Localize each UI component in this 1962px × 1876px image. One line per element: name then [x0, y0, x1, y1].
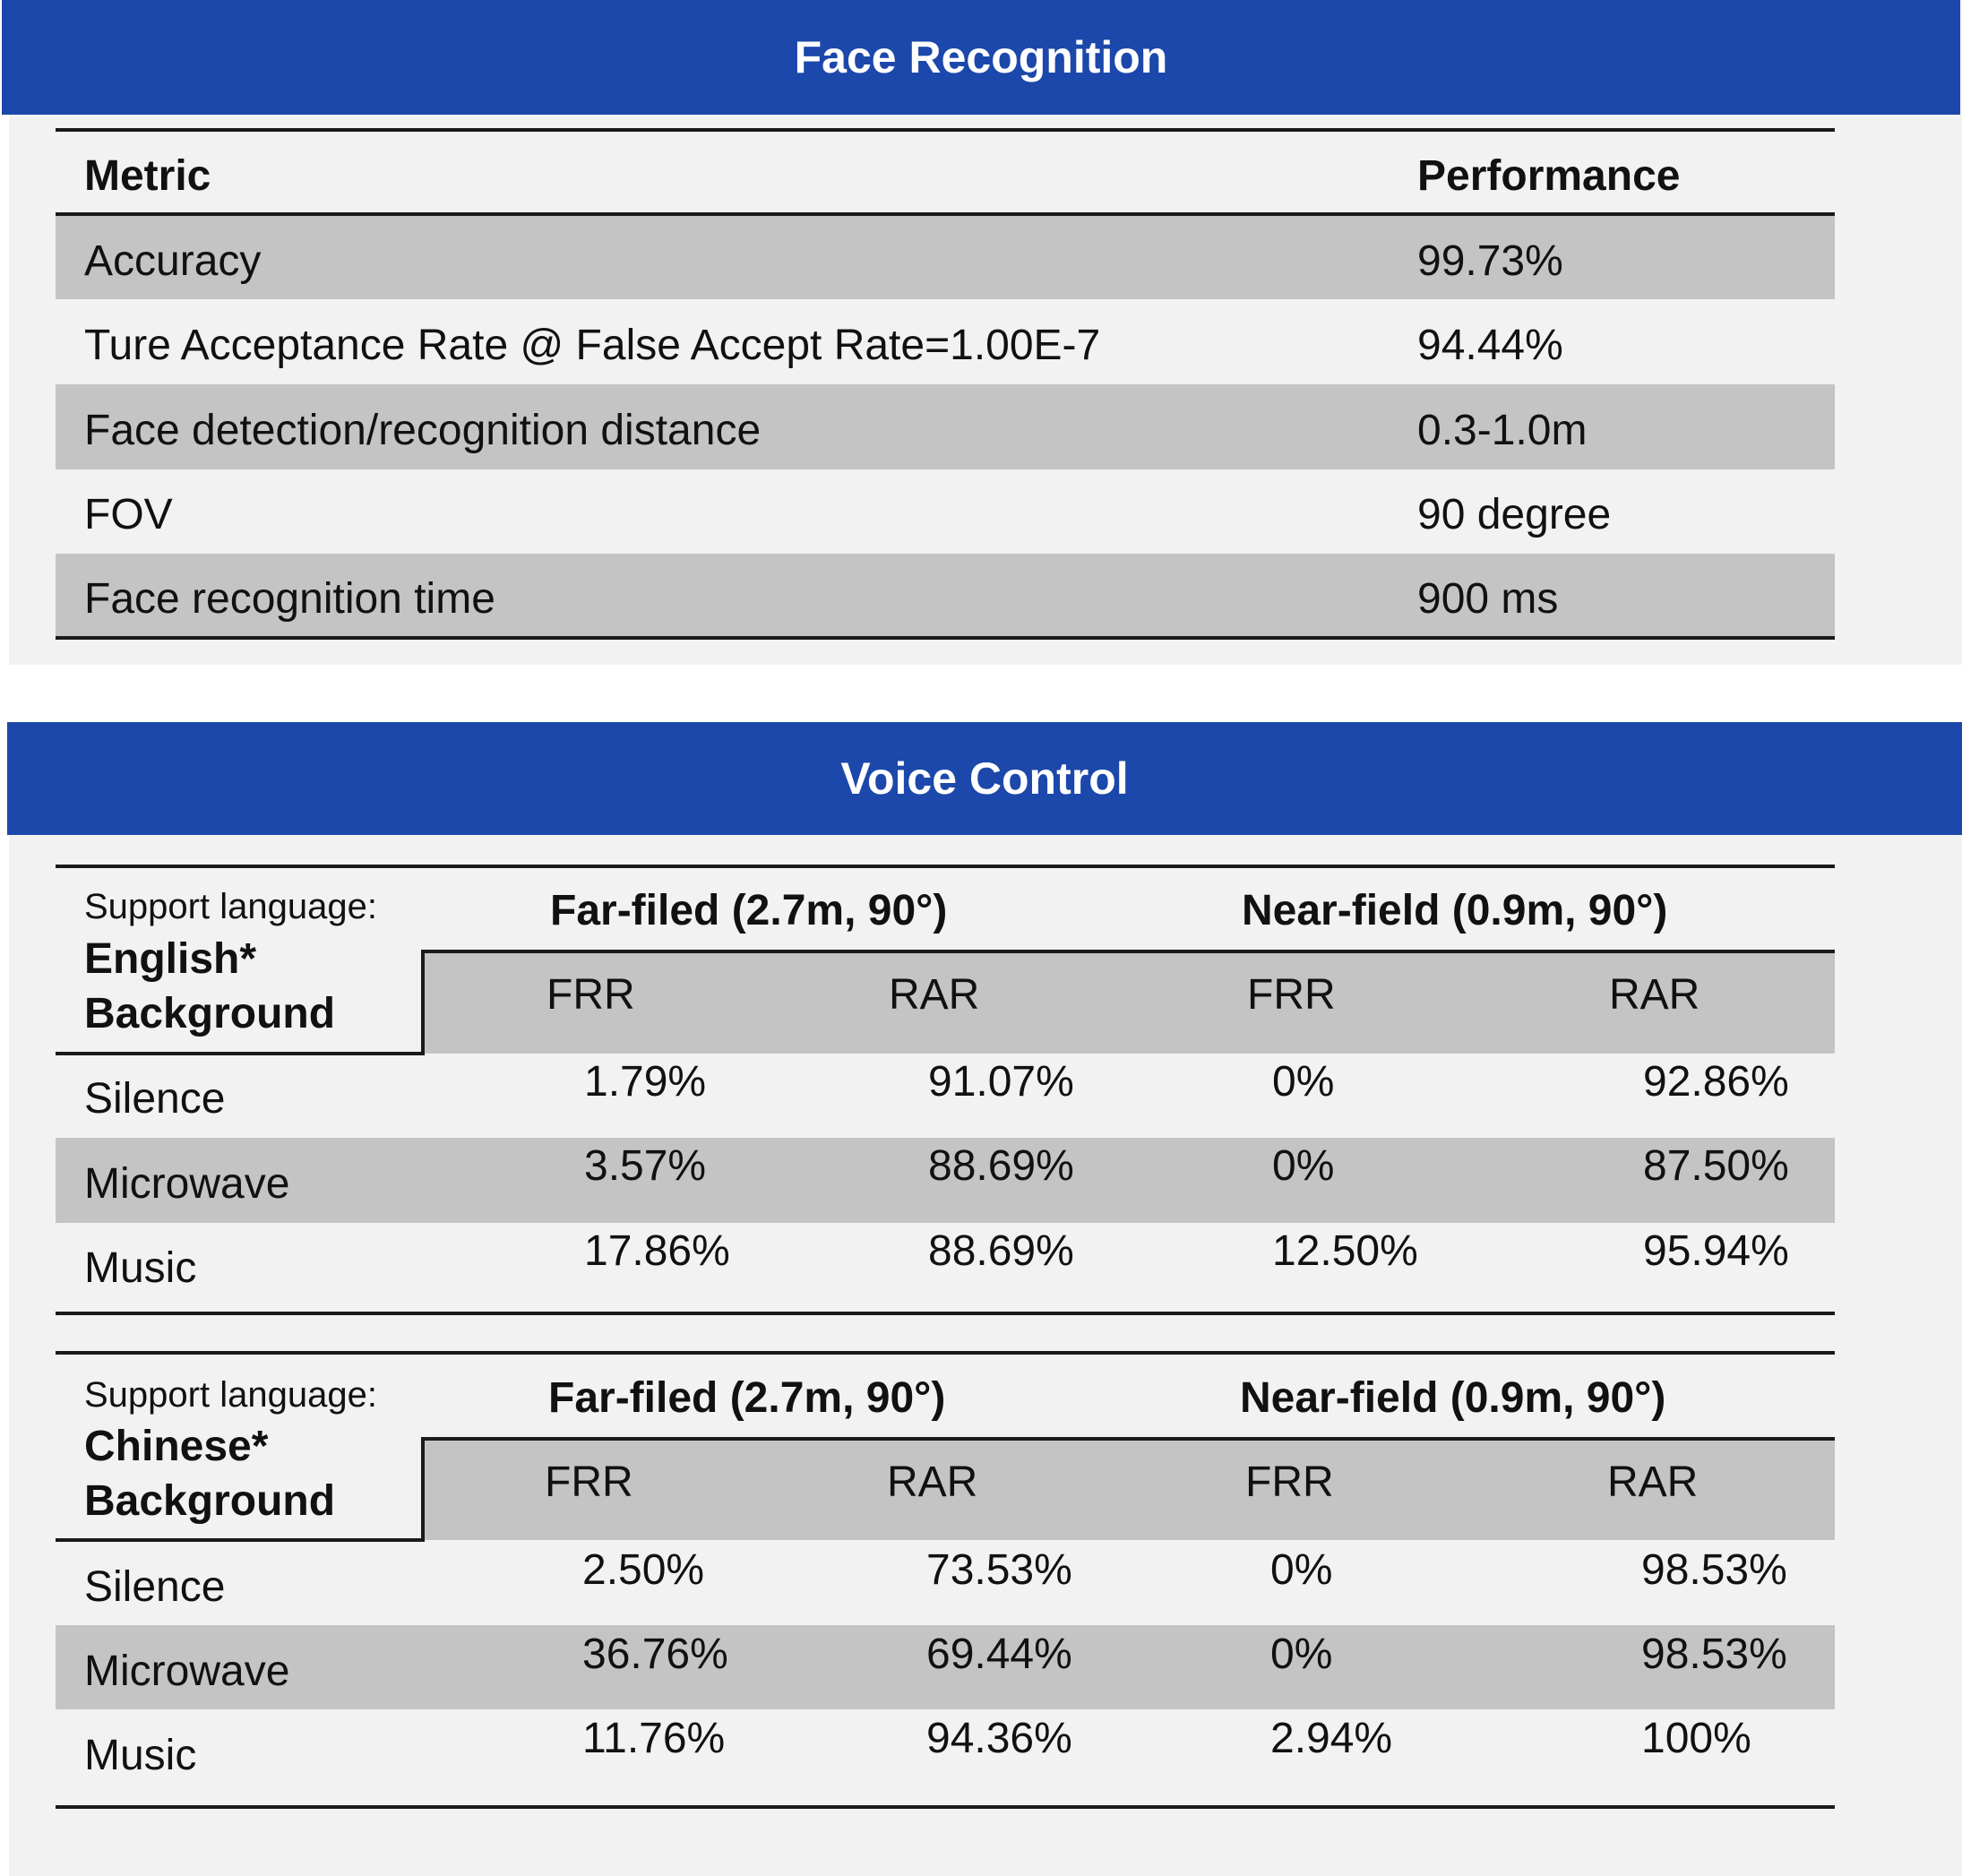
metric-cell: Ture Acceptance Rate @ False Accept Rate…	[84, 322, 1101, 369]
background-row-name: Microwave	[84, 1648, 290, 1695]
face-recognition-title: Face Recognition	[2, 0, 1960, 115]
value-cell: 88.69%	[928, 1227, 1074, 1275]
rar-subheader: RAR	[1609, 971, 1700, 1019]
table-bottom-rule	[56, 1805, 1835, 1809]
performance-cell: 900 ms	[1417, 575, 1559, 623]
frr-subheader: FRR	[1247, 971, 1336, 1019]
rar-subheader: RAR	[1607, 1459, 1699, 1506]
table-top-rule	[56, 1351, 1835, 1355]
near-field-header: Near-field (0.9m, 90°)	[1240, 1374, 1666, 1422]
value-cell: 92.86%	[1643, 1058, 1789, 1106]
value-cell: 3.57%	[584, 1142, 707, 1190]
value-cell: 0%	[1272, 1142, 1335, 1190]
far-field-header: Far-filed (2.7m, 90°)	[548, 1374, 946, 1422]
value-cell: 95.94%	[1643, 1227, 1789, 1275]
value-cell: 36.76%	[582, 1631, 728, 1678]
background-row-name: Music	[84, 1244, 197, 1292]
header-rule	[56, 212, 1835, 216]
row-band	[56, 216, 1835, 299]
value-cell: 98.53%	[1641, 1546, 1787, 1594]
value-cell: 1.79%	[584, 1058, 707, 1106]
value-cell: 88.69%	[928, 1142, 1074, 1190]
frr-subheader: FRR	[545, 1459, 633, 1506]
performance-column-header: Performance	[1417, 152, 1681, 200]
value-cell: 17.86%	[584, 1227, 730, 1275]
support-language-label: Support language:	[84, 887, 377, 926]
value-cell: 100%	[1641, 1715, 1751, 1762]
background-row-name: Music	[84, 1732, 197, 1779]
rar-subheader: RAR	[889, 971, 980, 1019]
performance-cell: 94.44%	[1417, 322, 1563, 369]
value-cell: 11.76%	[582, 1715, 726, 1762]
subheader-top-rule	[423, 1437, 1835, 1441]
background-row-name: Microwave	[84, 1160, 290, 1208]
subheader-top-rule	[423, 950, 1835, 953]
value-cell: 91.07%	[928, 1058, 1074, 1106]
value-cell: 94.36%	[926, 1715, 1072, 1762]
frr-subheader: FRR	[546, 971, 635, 1019]
background-row-name: Silence	[84, 1563, 226, 1611]
table-top-rule	[56, 128, 1835, 132]
metric-cell: FOV	[84, 491, 173, 538]
subheader-band	[423, 951, 1835, 1054]
performance-cell: 0.3-1.0m	[1417, 407, 1588, 454]
background-row-name: Silence	[84, 1075, 226, 1123]
support-language-label: Support language:	[84, 1375, 377, 1415]
voice-control-title: Voice Control	[7, 722, 1962, 835]
subheader-band	[423, 1439, 1835, 1540]
value-cell: 98.53%	[1641, 1631, 1787, 1678]
row-header-rule	[56, 1538, 425, 1542]
value-cell: 2.94%	[1270, 1715, 1393, 1762]
row-band	[56, 1138, 1835, 1223]
subheader-side-rule	[421, 950, 425, 1055]
language-label: English*	[84, 935, 257, 983]
metric-cell: Face detection/recognition distance	[84, 407, 762, 454]
value-cell: 0%	[1272, 1058, 1335, 1106]
table-top-rule	[56, 865, 1835, 868]
value-cell: 12.50%	[1272, 1227, 1418, 1275]
metric-column-header: Metric	[84, 152, 211, 200]
value-cell: 87.50%	[1643, 1142, 1789, 1190]
performance-cell: 90 degree	[1417, 491, 1612, 538]
rar-subheader: RAR	[887, 1459, 978, 1506]
table-bottom-rule	[56, 636, 1835, 640]
performance-cell: 99.73%	[1417, 237, 1563, 285]
row-band	[56, 554, 1835, 638]
language-label: Chinese*	[84, 1423, 269, 1470]
background-label: Background	[84, 990, 336, 1037]
row-band	[56, 1625, 1835, 1709]
metric-cell: Accuracy	[84, 237, 262, 285]
far-field-header: Far-filed (2.7m, 90°)	[550, 887, 948, 934]
row-band	[56, 384, 1835, 469]
value-cell: 0%	[1270, 1546, 1333, 1594]
table-bottom-rule	[56, 1312, 1835, 1315]
value-cell: 73.53%	[926, 1546, 1072, 1594]
metric-cell: Face recognition time	[84, 575, 495, 623]
near-field-header: Near-field (0.9m, 90°)	[1242, 887, 1668, 934]
value-cell: 69.44%	[926, 1631, 1072, 1678]
background-label: Background	[84, 1477, 336, 1525]
value-cell: 2.50%	[582, 1546, 705, 1594]
row-header-rule	[56, 1052, 425, 1055]
frr-subheader: FRR	[1245, 1459, 1334, 1506]
subheader-side-rule	[421, 1437, 425, 1542]
value-cell: 0%	[1270, 1631, 1333, 1678]
